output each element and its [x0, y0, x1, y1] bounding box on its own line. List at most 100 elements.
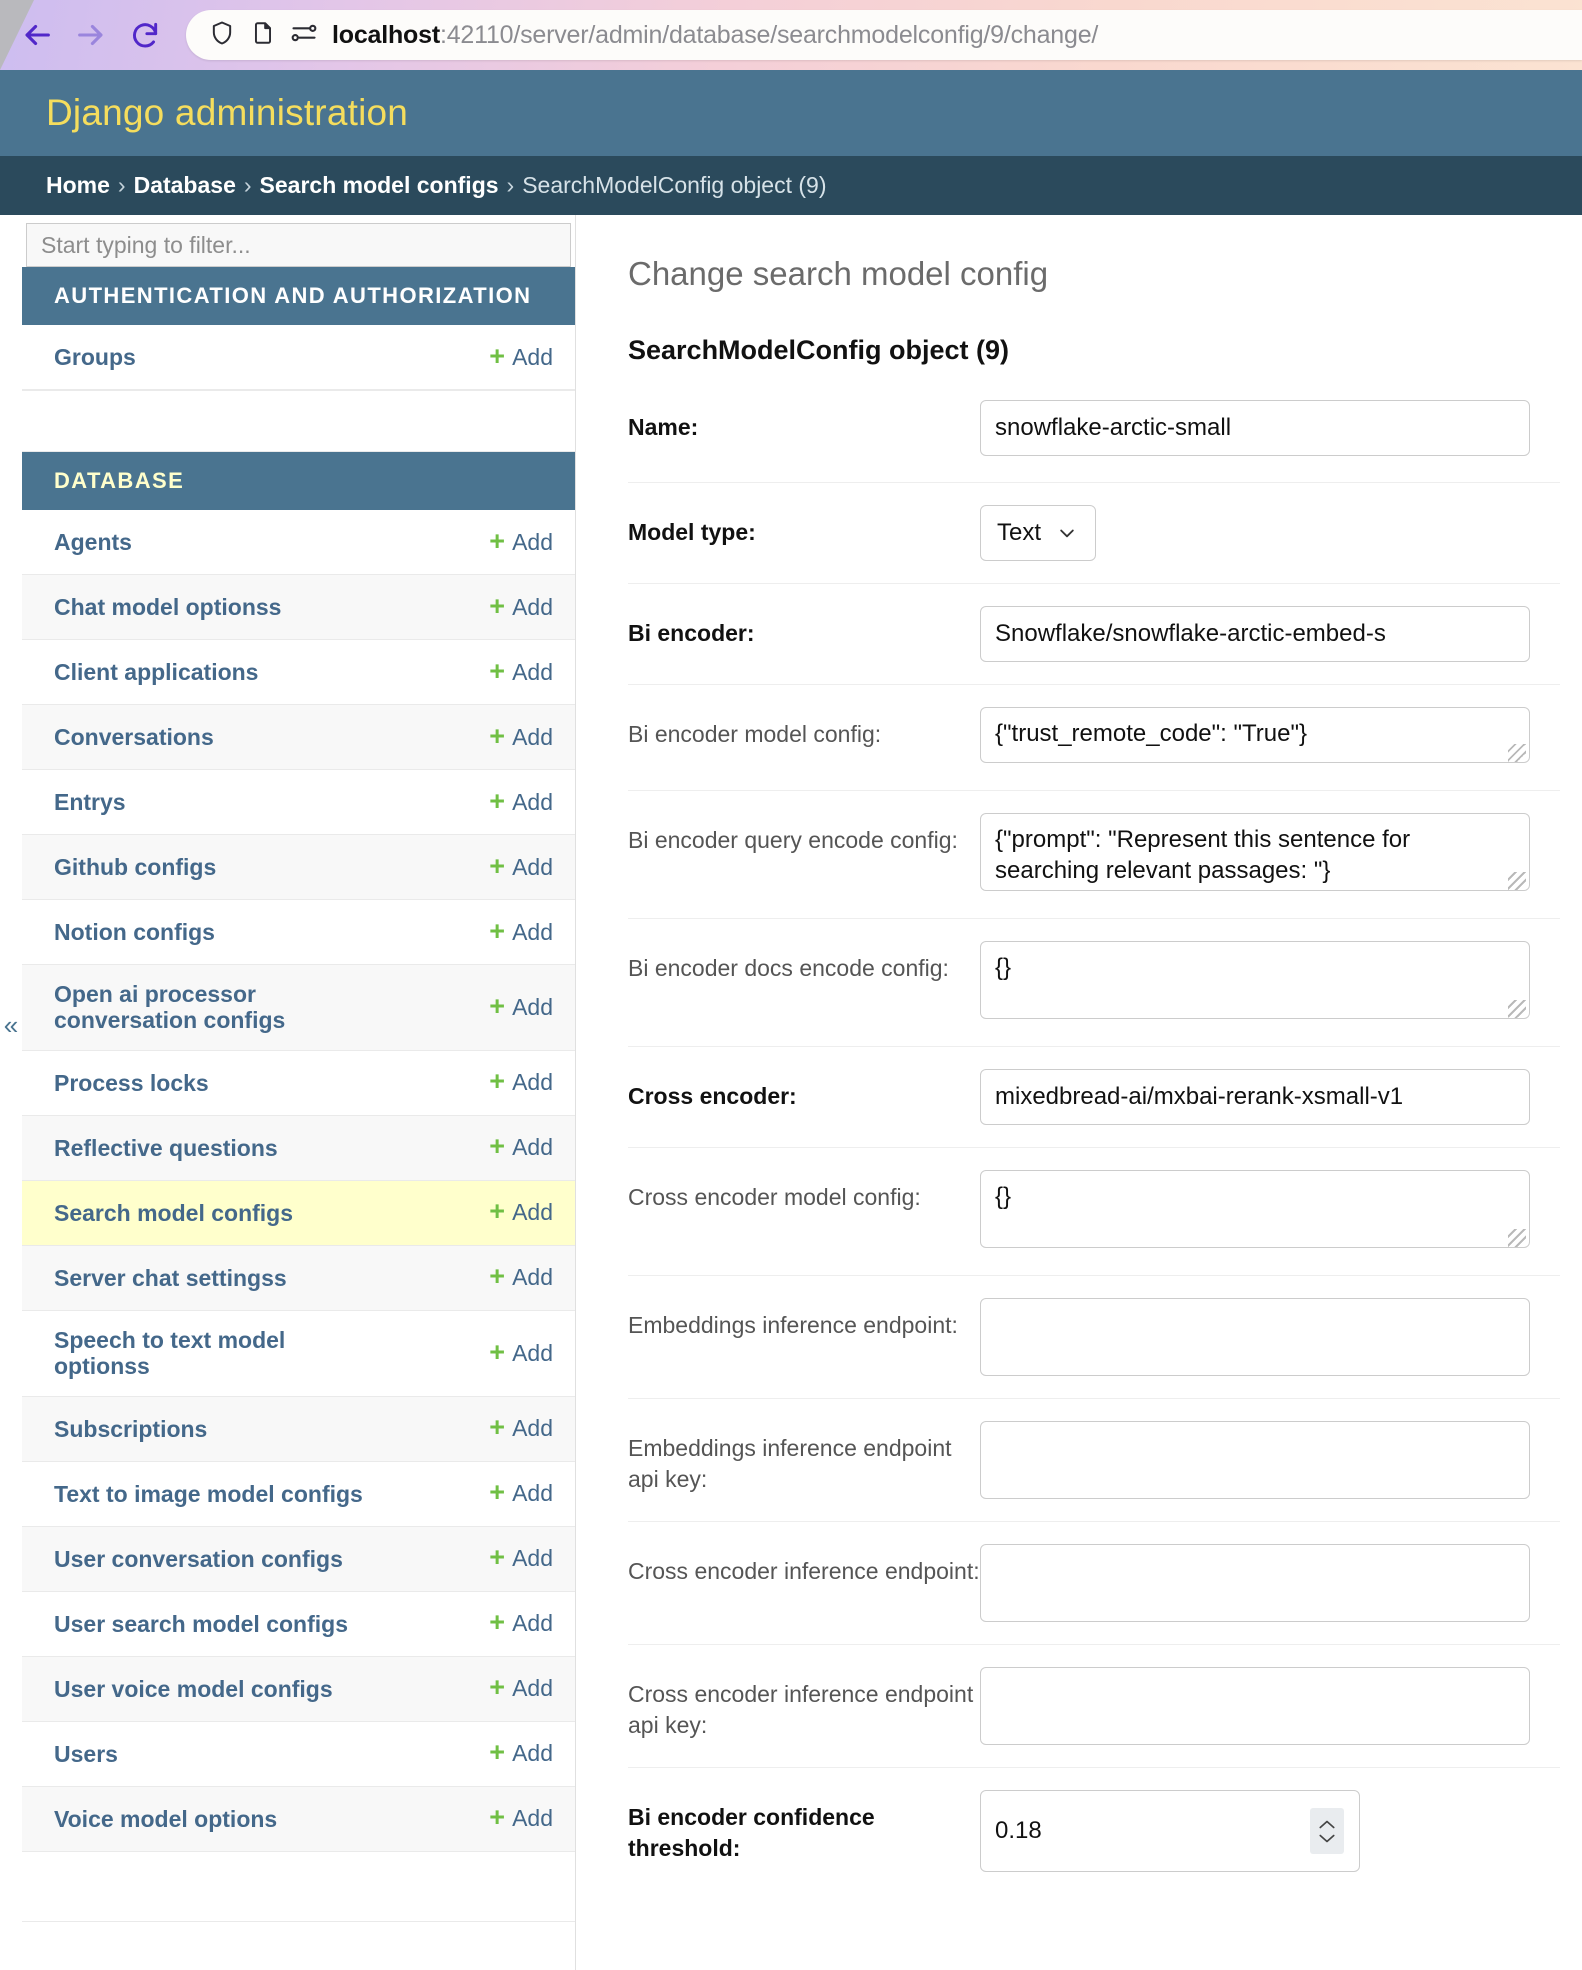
sidebar-item-chat-model-optionss[interactable]: Chat model optionss + Add — [22, 575, 575, 640]
add-link-groups[interactable]: + Add — [489, 342, 553, 371]
sidebar-item-label[interactable]: Server chat settingss — [54, 1264, 287, 1291]
embeddings-inference-endpoint-api-key-input[interactable] — [980, 1421, 1530, 1499]
plus-icon: + — [489, 1672, 506, 1703]
add-link-github-configs[interactable]: + Add — [489, 852, 553, 881]
breadcrumb-item-database[interactable]: Database — [133, 172, 236, 198]
add-link-agents[interactable]: + Add — [489, 527, 553, 556]
cross-encoder-inference-endpoint-api-key-input[interactable] — [980, 1667, 1530, 1745]
add-link-open-ai-processor-conversation-configs[interactable]: + Add — [489, 992, 553, 1021]
cross-encoder-inference-endpoint-input[interactable] — [980, 1544, 1530, 1622]
sidebar-item-label[interactable]: Entrys — [54, 788, 126, 815]
add-link-conversations[interactable]: + Add — [489, 722, 553, 751]
back-button[interactable] — [10, 8, 64, 62]
sidebar-item-label[interactable]: Open ai processor conversation configs — [54, 981, 286, 1034]
add-link-user-conversation-configs[interactable]: + Add — [489, 1544, 553, 1572]
sidebar-item-label[interactable]: Reflective questions — [54, 1134, 278, 1161]
address-bar[interactable]: localhost:42110/server/admin/database/se… — [186, 10, 1582, 60]
add-link-speech-to-text-model-optionss[interactable]: + Add — [489, 1338, 553, 1367]
add-link-search-model-configs[interactable]: + Add — [489, 1198, 553, 1226]
forward-button[interactable] — [64, 8, 118, 62]
breadcrumb-item-search-model-configs[interactable]: Search model configs — [259, 172, 499, 198]
model-type-select[interactable]: Text — [980, 505, 1096, 561]
bi-encoder-confidence-threshold-input[interactable] — [980, 1790, 1360, 1872]
sidebar-item-user-voice-model-configs[interactable]: User voice model configs + Add — [22, 1656, 575, 1722]
sidebar-item-label[interactable]: Users — [54, 1740, 118, 1767]
sidebar-item-label[interactable]: Search model configs — [54, 1199, 294, 1226]
add-label: Add — [512, 1805, 553, 1832]
add-link-chat-model-optionss[interactable]: + Add — [489, 592, 553, 621]
sidebar-item-open-ai-processor-conversation-configs[interactable]: Open ai processor conversation configs + A… — [22, 965, 575, 1051]
sidebar-item-user-conversation-configs[interactable]: User conversation configs + Add — [22, 1526, 575, 1592]
name-input[interactable] — [980, 400, 1530, 456]
add-link-reflective-questions[interactable]: + Add — [489, 1133, 553, 1161]
bi-encoder-docs-encode-config-textarea[interactable] — [980, 941, 1530, 1019]
sidebar-item-label[interactable]: User search model configs — [54, 1610, 348, 1637]
sidebar-item-groups[interactable]: Groups + Add — [22, 325, 575, 390]
sidebar-item-entrys[interactable]: Entrys + Add — [22, 770, 575, 835]
sidebar-item-label[interactable]: Process locks — [54, 1069, 209, 1096]
form-row-bi-encoder-confidence-threshold: Bi encoder confidence threshold: — [628, 1767, 1560, 1894]
add-link-subscriptions[interactable]: + Add — [489, 1414, 553, 1442]
sidebar-item-label[interactable]: Chat model optionss — [54, 593, 282, 620]
reload-button[interactable] — [118, 8, 172, 62]
sidebar-item-label[interactable]: Groups — [54, 343, 136, 370]
sidebar-item-search-model-configs[interactable]: Search model configs + Add — [22, 1180, 575, 1246]
sidebar-item-label[interactable]: User conversation configs — [54, 1545, 343, 1572]
embeddings-inference-endpoint-input[interactable] — [980, 1298, 1530, 1376]
add-link-user-search-model-configs[interactable]: + Add — [489, 1609, 553, 1637]
add-link-client-applications[interactable]: + Add — [489, 657, 553, 686]
sidebar-item-speech-to-text-model-optionss[interactable]: Speech to text model optionss + Add — [22, 1310, 575, 1397]
change-form: Name: Model type: Text Bi encoder: Bi encode… — [628, 400, 1560, 1894]
shield-icon[interactable] — [208, 19, 236, 52]
site-settings-icon[interactable] — [290, 19, 318, 52]
sidebar-item-voice-model-options[interactable]: Voice model options + Add — [22, 1786, 575, 1852]
bi-encoder-model-config-textarea[interactable] — [980, 707, 1530, 763]
url-host: localhost — [332, 20, 440, 49]
sidebar-item-label[interactable]: Speech to text model optionss — [54, 1326, 286, 1380]
bi-encoder-confidence-threshold-stepper[interactable] — [1310, 1808, 1344, 1854]
page-icon[interactable] — [250, 19, 276, 52]
sidebar-item-text-to-image-model-configs[interactable]: Text to image model configs + Add — [22, 1461, 575, 1527]
sidebar-item-server-chat-settingss[interactable]: Server chat settingss + Add — [22, 1245, 575, 1311]
add-link-entrys[interactable]: + Add — [489, 787, 553, 816]
sidebar-item-conversations[interactable]: Conversations + Add — [22, 705, 575, 770]
add-link-server-chat-settingss[interactable]: + Add — [489, 1263, 553, 1291]
sidebar-item-label[interactable]: Client applications — [54, 658, 259, 685]
sidebar-item-label[interactable]: Github configs — [54, 853, 217, 880]
cross-encoder-input[interactable] — [980, 1069, 1530, 1125]
sidebar-item-user-search-model-configs[interactable]: User search model configs + Add — [22, 1591, 575, 1657]
sidebar-rail: « — [0, 215, 22, 1970]
sidebar-item-process-locks[interactable]: Process locks + Add — [22, 1050, 575, 1116]
sidebar-item-label[interactable]: Text to image model configs — [54, 1480, 363, 1507]
add-link-user-voice-model-configs[interactable]: + Add — [489, 1672, 553, 1703]
add-link-voice-model-options[interactable]: + Add — [489, 1804, 553, 1832]
sidebar-item-label[interactable]: Conversations — [54, 723, 214, 750]
sidebar-item-label[interactable]: User voice model configs — [54, 1675, 333, 1702]
sidebar-item-agents[interactable]: Agents + Add — [22, 510, 575, 575]
sidebar-item-client-applications[interactable]: Client applications + Add — [22, 640, 575, 705]
bi-encoder-query-encode-config-textarea[interactable] — [980, 813, 1530, 891]
chevron-up-icon — [1319, 1820, 1335, 1828]
breadcrumb-item-home[interactable]: Home — [46, 172, 110, 198]
sidebar-collapse-toggle[interactable]: « — [3, 1010, 19, 1040]
sidebar-filter-input[interactable] — [26, 223, 571, 267]
add-link-text-to-image-model-configs[interactable]: + Add — [489, 1479, 553, 1507]
site-title[interactable]: Django administration — [46, 92, 409, 133]
cross-encoder-model-config-textarea[interactable] — [980, 1170, 1530, 1248]
add-link-process-locks[interactable]: + Add — [489, 1068, 553, 1096]
sidebar-item-label[interactable]: Subscriptions — [54, 1415, 208, 1442]
add-link-users[interactable]: + Add — [489, 1739, 553, 1767]
sidebar-item-label[interactable]: Agents — [54, 528, 132, 555]
sidebar-item-label[interactable]: Voice model options — [54, 1805, 278, 1832]
field-bi-encoder-query-encode-config — [980, 813, 1560, 896]
sidebar-item-notion-configs[interactable]: Notion configs + Add — [22, 900, 575, 965]
sidebar-item-label[interactable]: Notion configs — [54, 918, 215, 945]
main-content: Change search model config SearchModelCo… — [576, 215, 1582, 1970]
add-link-notion-configs[interactable]: + Add — [489, 917, 553, 946]
add-label: Add — [512, 1545, 553, 1572]
bi-encoder-input[interactable] — [980, 606, 1530, 662]
sidebar-item-users[interactable]: Users + Add — [22, 1721, 575, 1787]
sidebar-item-reflective-questions[interactable]: Reflective questions + Add — [22, 1115, 575, 1181]
sidebar-item-github-configs[interactable]: Github configs + Add — [22, 835, 575, 900]
sidebar-item-subscriptions[interactable]: Subscriptions + Add — [22, 1396, 575, 1462]
